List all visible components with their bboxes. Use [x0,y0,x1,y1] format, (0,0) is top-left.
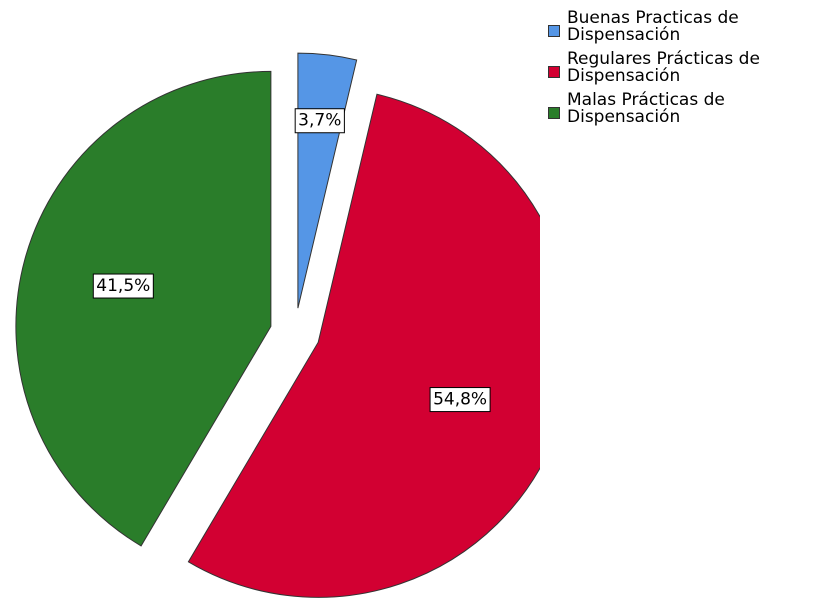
data-label-box [92,273,154,299]
data-label-text: 54,8% [433,390,487,410]
legend-item: Buenas Practicas de Dispensación [548,10,822,44]
data-label-text: 41,5% [96,276,150,296]
chart: 3,7% 54,8% 41,5% [15,52,540,598]
data-label: 41,5% [92,273,154,299]
legend-swatch [548,66,560,78]
legend-label: Buenas Practicas de Dispensación [567,10,739,45]
data-label-text: 3,7% [298,111,341,131]
legend-label: Regulares Prácticas de Dispensación [567,49,760,86]
pie-slice [187,93,540,598]
legend-swatch [548,107,560,119]
legend: Buenas Practicas de Dispensación Regulare… [548,10,822,133]
data-label-box [294,108,345,134]
legend-item: Regulares Prácticas de Dispensación [548,51,822,85]
data-label-box [429,387,491,413]
legend-swatch [548,25,560,37]
legend-label: Malas Prácticas de Dispensación [567,90,725,127]
pie-slice [15,70,272,547]
data-label: 54,8% [429,387,491,413]
legend-item: Malas Prácticas de Dispensación [548,92,822,126]
data-label: 3,7% [294,108,345,134]
